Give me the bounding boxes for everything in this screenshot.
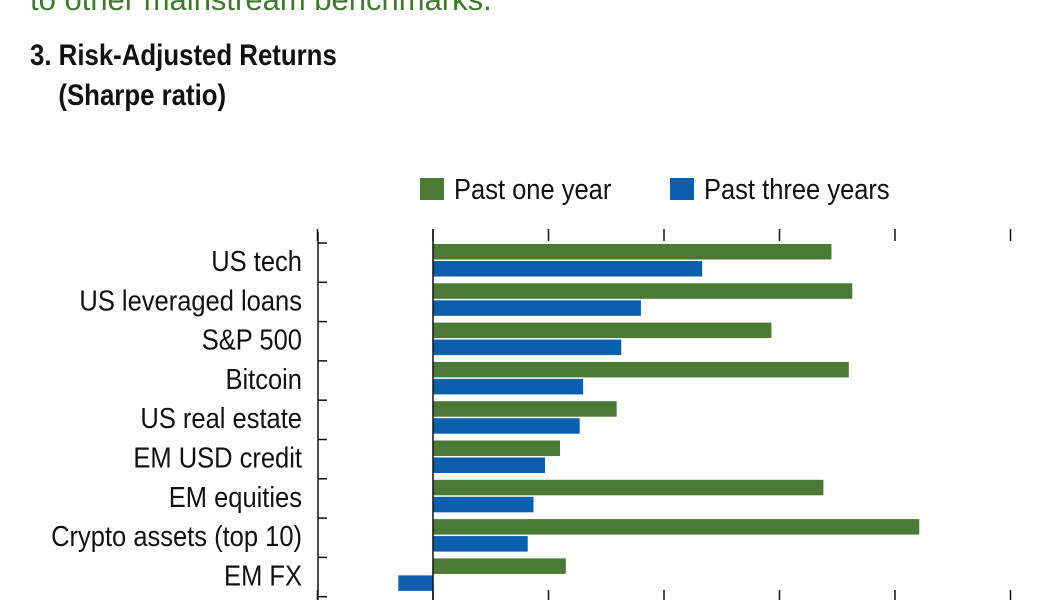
bar-past-one-year xyxy=(433,283,853,299)
bar-past-three-years xyxy=(433,261,703,277)
category-label: US leveraged loans xyxy=(79,284,302,317)
legend-label: Past one year xyxy=(454,172,611,205)
bar-past-one-year xyxy=(433,479,824,496)
chart-title: 3. Risk-Adjusted Returns xyxy=(30,39,337,72)
bar-past-one-year xyxy=(433,244,832,260)
category-label: US real estate xyxy=(140,402,302,435)
bar-past-three-years xyxy=(433,378,584,395)
bar-past-three-years xyxy=(433,418,580,434)
bar-past-three-years xyxy=(433,300,641,316)
category-label: S&P 500 xyxy=(202,323,302,356)
intro-text: to other mainstream benchmarks. xyxy=(30,0,492,18)
bar-past-one-year xyxy=(433,440,561,456)
legend-label: Past three years xyxy=(704,172,890,205)
category-label: EM USD credit xyxy=(133,441,302,474)
chart-title-block: 3. Risk-Adjusted Returns (Sharpe ratio) xyxy=(30,36,337,116)
bar-past-one-year xyxy=(433,401,617,417)
category-label: Crypto assets (top 10) xyxy=(51,520,302,553)
bar-past-three-years xyxy=(433,536,528,552)
legend-swatch xyxy=(420,178,444,200)
legend-swatch xyxy=(670,178,694,200)
bar-past-three-years xyxy=(433,339,622,356)
bar-past-three-years xyxy=(433,496,534,513)
bar-past-one-year xyxy=(433,558,566,574)
bar-past-one-year xyxy=(433,361,849,378)
chart-subtitle: (Sharpe ratio) xyxy=(58,79,227,112)
bar-past-one-year xyxy=(433,519,920,535)
category-label: US tech xyxy=(211,244,302,277)
bar-past-three-years xyxy=(433,457,546,473)
bar-past-one-year xyxy=(433,322,772,339)
category-label: Bitcoin xyxy=(225,362,302,395)
category-label: EM equities xyxy=(169,480,302,513)
category-label: EM FX xyxy=(224,559,302,592)
bar-past-three-years xyxy=(398,575,433,591)
